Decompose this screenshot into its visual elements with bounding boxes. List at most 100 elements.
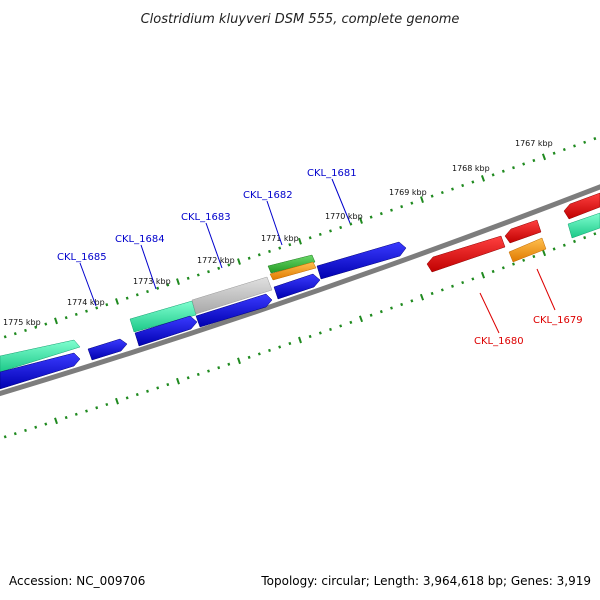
gene-label-ckl-1679[interactable]: CKL_1679	[533, 315, 583, 326]
inner-tick-mark	[379, 310, 383, 314]
gene-label-ckl-1682[interactable]: CKL_1682	[243, 190, 293, 201]
cds-feature[interactable]	[504, 219, 542, 244]
cds-feature[interactable]	[134, 315, 198, 347]
outer-tick-mark	[156, 286, 160, 290]
outer-tick-mark	[135, 293, 139, 297]
outer-tick-mark	[339, 225, 343, 230]
outer-tick-mark	[593, 137, 597, 141]
outer-tick-mark	[532, 158, 536, 163]
cds-feature[interactable]	[191, 276, 273, 315]
inner-tick-mark	[166, 382, 170, 387]
outer-tick-mark	[573, 144, 576, 148]
cds-feature[interactable]	[267, 254, 316, 274]
inner-tick-mark	[217, 366, 221, 370]
inner-tick-mark	[64, 415, 68, 420]
inner-tick-mark	[207, 369, 210, 373]
inner-tick-mark	[419, 293, 425, 301]
inner-tick-mark	[34, 425, 38, 429]
kbp-label-1768: 1768 kbp	[452, 164, 490, 173]
cds-feature[interactable]	[273, 273, 321, 300]
inner-tick-mark	[480, 271, 486, 279]
outer-tick-mark	[34, 325, 38, 329]
inner-tick-mark	[369, 313, 373, 317]
gene-labels: CKL_1685 CKL_1684 CKL_1683 CKL_1682 CKL_…	[57, 168, 583, 347]
outer-tick-mark	[480, 175, 486, 182]
outer-tick-mark	[410, 201, 414, 205]
cds-feature[interactable]	[0, 339, 81, 373]
outer-tick-mark	[349, 222, 353, 226]
cds-feature[interactable]	[195, 293, 273, 328]
kbp-label-1767: 1767 kbp	[515, 139, 553, 148]
inner-tick-mark	[44, 422, 48, 426]
outer-tick-mark	[217, 266, 221, 270]
outer-tick-mark	[541, 153, 547, 161]
inner-tick-mark	[176, 377, 180, 385]
kbp-label-1770: 1770 kbp	[325, 212, 363, 221]
cds-feature[interactable]	[563, 192, 600, 220]
cds-feature[interactable]	[426, 235, 506, 273]
gene-label-ckl-1680[interactable]: CKL_1680	[474, 336, 524, 347]
inner-tick-mark	[318, 331, 322, 335]
outer-tick-mark	[54, 317, 58, 325]
kbp-label-1772: 1772 kbp	[197, 256, 235, 265]
outer-tick-mark	[85, 309, 88, 313]
leader-line	[140, 244, 157, 290]
inner-tick-mark	[156, 386, 160, 390]
outer-tick-mark	[125, 296, 129, 300]
cds-feature[interactable]	[508, 237, 547, 263]
inner-tick-mark	[74, 412, 78, 416]
inner-tick-mark	[278, 345, 282, 349]
outer-tick-mark	[227, 263, 231, 267]
cds-feature[interactable]	[316, 241, 407, 280]
inner-tick-mark	[572, 239, 577, 244]
outer-tick-mark	[501, 169, 505, 173]
cds-feature[interactable]	[87, 338, 128, 361]
cds-feature[interactable]	[269, 261, 317, 281]
inner-tick-mark	[288, 341, 292, 346]
leader-line	[479, 292, 500, 334]
inner-tick-mark	[3, 435, 7, 439]
outer-tick-mark	[369, 215, 373, 219]
outer-tick-mark	[308, 236, 312, 240]
leader-line	[536, 268, 556, 311]
label-leaders	[79, 178, 556, 334]
outer-tick-track	[3, 137, 597, 339]
gene-label-ckl-1685[interactable]: CKL_1685	[57, 252, 107, 263]
inner-tick-mark	[298, 336, 302, 344]
inner-tick-mark	[339, 324, 343, 328]
inner-tick-mark	[532, 254, 536, 259]
inner-tick-mark	[24, 428, 27, 433]
cds-feature[interactable]	[0, 352, 81, 390]
cds-feature[interactable]	[567, 212, 600, 239]
outer-tick-mark	[247, 256, 251, 260]
outer-tick-mark	[13, 332, 17, 336]
kbp-label-1773: 1773 kbp	[133, 277, 171, 286]
outer-tick-mark	[461, 183, 465, 188]
outer-tick-mark	[512, 166, 515, 170]
inner-tick-mark	[390, 306, 393, 310]
inner-tick-mark	[349, 320, 353, 324]
cds-feature[interactable]	[129, 300, 197, 333]
inner-tick-mark	[268, 348, 271, 353]
reverse-features	[426, 192, 600, 273]
outer-tick-mark	[24, 328, 27, 333]
inner-tick-mark	[471, 277, 475, 281]
gene-label-ckl-1683[interactable]: CKL_1683	[181, 212, 231, 223]
inner-tick-mark	[358, 315, 364, 323]
inner-tick-mark	[196, 372, 200, 377]
inner-tick-mark	[552, 247, 556, 251]
inner-tick-mark	[461, 281, 465, 285]
gene-label-ckl-1681[interactable]: CKL_1681	[307, 168, 357, 179]
outer-tick-mark	[400, 205, 404, 209]
outer-tick-mark	[552, 151, 556, 155]
inner-tick-mark	[135, 392, 139, 397]
outer-tick-mark	[115, 298, 119, 305]
leader-line	[331, 178, 351, 224]
outer-tick-mark	[105, 303, 109, 307]
gene-label-ckl-1684[interactable]: CKL_1684	[115, 234, 165, 245]
outer-tick-mark	[298, 237, 302, 245]
outer-tick-mark	[440, 191, 444, 195]
genome-title: Clostridium kluyveri DSM 555, complete g…	[141, 12, 460, 27]
outer-tick-mark	[379, 212, 383, 216]
